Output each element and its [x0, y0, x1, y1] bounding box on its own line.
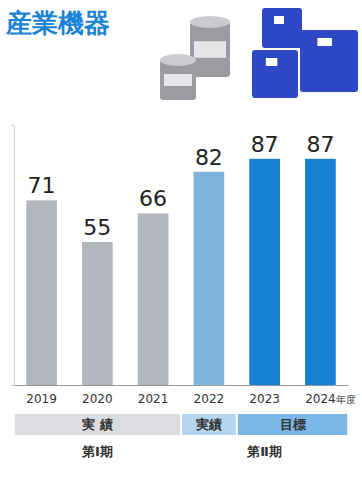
bar [305, 159, 336, 385]
title: 産業機器 [5, 8, 110, 38]
y-tick-mark [11, 385, 14, 386]
periods: 第Ⅰ期 第Ⅱ期 [81, 444, 282, 459]
bar [82, 242, 113, 385]
period-label: 第Ⅰ期 [81, 444, 113, 459]
capacitor-box [252, 50, 298, 98]
bar [138, 213, 169, 385]
x-tick: 2019 [26, 385, 57, 406]
status-label: 目標 [280, 417, 306, 432]
status-label: 実績 [195, 417, 222, 432]
x-tick: 2024年度 [305, 385, 356, 406]
x-tick: 2023 [249, 385, 280, 406]
x-tick: 2020 [82, 385, 113, 406]
bars [26, 159, 335, 385]
data-labels: 71 55 66 82 87 87 [28, 132, 335, 240]
terminal [317, 38, 332, 46]
status-bands: 実 績 実績 目標 [15, 414, 348, 435]
period-label: 第Ⅱ期 [246, 444, 282, 459]
x-tick-label: 2019 [26, 392, 57, 406]
data-label: 87 [251, 132, 279, 157]
data-label: 66 [139, 186, 167, 211]
terminal [274, 16, 284, 24]
capacitor-label [194, 41, 226, 58]
capacitor-top [190, 16, 230, 28]
y-axis [11, 126, 15, 386]
y-tick [11, 385, 14, 386]
y-axis-line [11, 126, 15, 386]
x-tick: 2021 [138, 385, 169, 406]
x-axis: 2019 2020 2021 2022 2023 2024年度 [15, 385, 356, 406]
data-label: 55 [83, 215, 111, 240]
status-band [238, 414, 348, 435]
data-label: 87 [306, 132, 334, 157]
product-photo [160, 8, 358, 100]
x-axis-line [15, 385, 349, 386]
capacitor-top [160, 54, 196, 66]
x-tick-label: 2023 [249, 392, 280, 406]
data-label: 71 [28, 173, 56, 198]
capacitor-box [300, 30, 358, 92]
status-label: 実 績 [81, 417, 113, 432]
chart: 産業機器 71 55 66 82 87 87 2019 2020 2021 2022 2023 2024… [0, 0, 362, 479]
x-tick: 2022 [194, 385, 225, 406]
x-tick-label: 2020 [82, 392, 113, 406]
terminal [266, 58, 278, 66]
x-tick-label: 2024年度 [305, 392, 356, 406]
status-band [182, 414, 236, 435]
capacitor-label [164, 74, 192, 86]
x-tick-label: 2021 [138, 392, 169, 406]
status-band [15, 414, 180, 435]
bar [249, 159, 280, 385]
capacitor-box [262, 8, 302, 48]
x-tick-label: 2022 [194, 392, 225, 406]
data-label: 82 [195, 145, 223, 170]
bar [26, 200, 57, 385]
bar [194, 172, 225, 385]
